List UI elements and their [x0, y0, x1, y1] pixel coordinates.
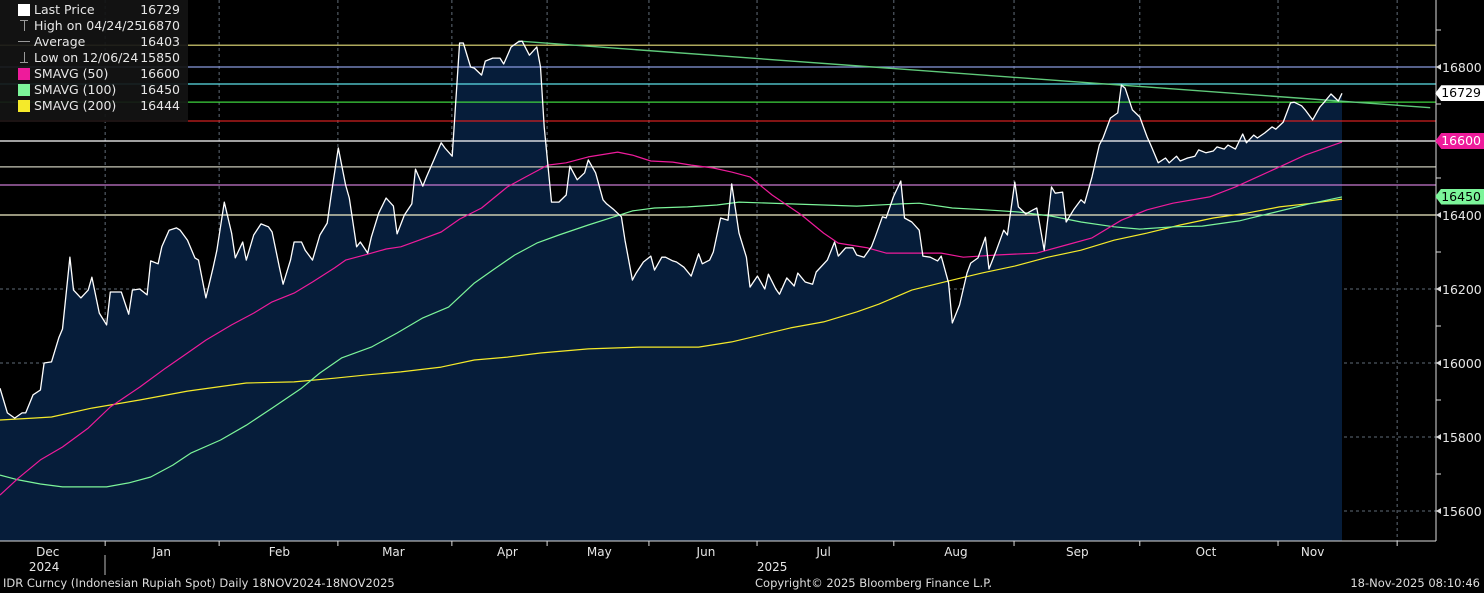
x-month-label: Jun [696, 545, 716, 559]
x-month-label: Oct [1196, 545, 1217, 559]
legend-item-sma200[interactable]: SMAVG (200) 16444 [8, 98, 186, 114]
y-tick-arrow [1436, 434, 1441, 440]
legend-label: Average [34, 34, 86, 49]
x-month-label: May [587, 545, 612, 559]
legend-value: 16600 [140, 66, 180, 81]
legend-item-sma100[interactable]: SMAVG (100) 16450 [8, 82, 186, 98]
x-month-label: Jan [152, 545, 172, 559]
average-marker-icon [18, 41, 30, 42]
y-tick-label: 16400 [1442, 208, 1482, 223]
y-tick-arrow [1436, 508, 1441, 514]
legend-value: 16444 [140, 98, 180, 113]
y-tick-arrow [1436, 64, 1441, 70]
x-month-label: Dec [36, 545, 59, 559]
footer-timestamp: 18-Nov-2025 08:10:46 [1350, 576, 1480, 590]
square-icon [18, 68, 30, 80]
y-tick-label: 15600 [1442, 504, 1482, 519]
legend-value: 16729 [140, 2, 180, 17]
series-line-smavg-200 [0, 198, 1343, 421]
square-icon [18, 4, 30, 16]
x-month-label: Feb [269, 545, 290, 559]
x-year-label: 2025 [757, 560, 788, 574]
low-marker-icon [20, 52, 28, 63]
y-tick-label: 16200 [1442, 282, 1482, 297]
legend-label: SMAVG (50) [34, 66, 109, 81]
x-month-label: Nov [1301, 545, 1324, 559]
trend-line [518, 40, 1431, 109]
x-month-label: Sep [1066, 545, 1089, 559]
price-area-fill [0, 41, 1342, 541]
x-month-label: Aug [944, 545, 967, 559]
horizontal-levels [0, 40, 1436, 216]
legend-value: 16403 [140, 34, 180, 49]
legend-label: High on 04/24/25 [34, 18, 143, 33]
legend-value: 16870 [140, 18, 180, 33]
legend-label: Low on 12/06/24 [34, 50, 139, 65]
series-line-last-price [0, 40, 1343, 419]
y-tick-arrow [1436, 286, 1441, 292]
legend-item-sma50[interactable]: SMAVG (50) 16600 [8, 66, 186, 82]
y-tick-label: 16800 [1442, 60, 1482, 75]
footer-copyright: Copyright© 2025 Bloomberg Finance L.P. [755, 576, 992, 590]
legend-label: SMAVG (200) [34, 98, 117, 113]
price-tag: 16729 [1435, 85, 1484, 102]
series-line-smavg-100 [0, 196, 1343, 488]
price-tag: 16450 [1435, 188, 1484, 205]
price-tag: 16600 [1435, 133, 1484, 149]
x-year-label: 2024 [29, 560, 60, 574]
series-lines [0, 40, 1343, 496]
axes: 16800 16400 16200 16000 15800 15600 Dec Jan Feb M… [0, 0, 1482, 575]
high-marker-icon [20, 20, 28, 31]
price-area [0, 41, 1342, 541]
square-icon [18, 84, 30, 96]
legend-value: 16450 [140, 82, 180, 97]
y-tick-label: 15800 [1442, 430, 1482, 445]
legend: Last Price 16729 High on 04/24/25 16870 … [0, 0, 188, 122]
x-month-label: Mar [382, 545, 405, 559]
legend-label: Last Price [34, 2, 95, 17]
legend-item-high[interactable]: High on 04/24/25 16870 [8, 18, 186, 34]
legend-label: SMAVG (100) [34, 82, 117, 97]
legend-item-low[interactable]: Low on 12/06/24 15850 [8, 50, 186, 66]
legend-item-average[interactable]: Average 16403 [8, 34, 186, 50]
series-line-smavg-50 [0, 141, 1343, 496]
x-month-label: Jul [815, 545, 830, 559]
legend-item-last-price[interactable]: Last Price 16729 [8, 2, 186, 18]
square-icon [18, 100, 30, 112]
y-tick-label: 16000 [1442, 356, 1482, 371]
x-month-label: Apr [497, 545, 518, 559]
y-tick-arrow [1436, 212, 1441, 218]
footer-security-description: IDR Curncy (Indonesian Rupiah Spot) Dail… [3, 576, 395, 590]
legend-value: 15850 [140, 50, 180, 65]
y-tick-arrow [1436, 360, 1441, 366]
